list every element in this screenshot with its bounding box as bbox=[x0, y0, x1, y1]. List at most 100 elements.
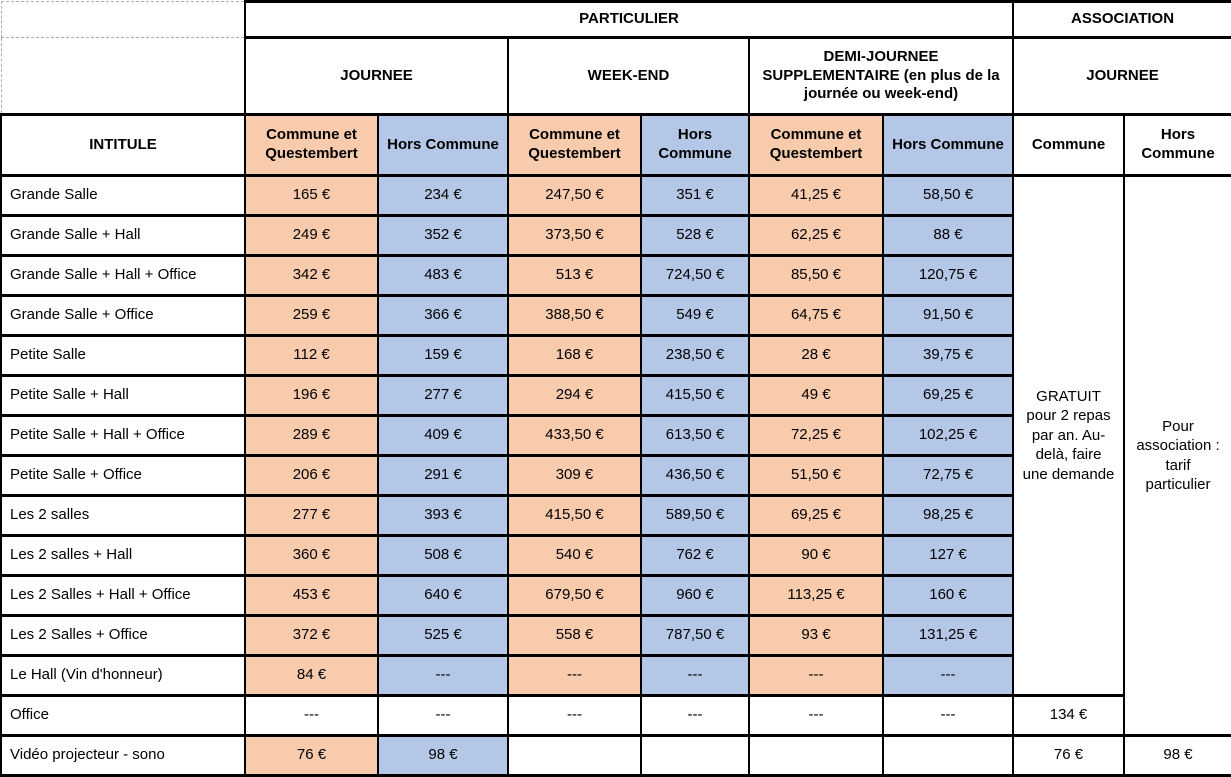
price-cell: --- bbox=[507, 694, 642, 737]
price-cell: 640 € bbox=[377, 574, 509, 617]
association-hors-commune-note: Pour association : tarif particulier bbox=[1123, 174, 1231, 737]
price-cell: 28 € bbox=[748, 334, 884, 377]
price-cell: 127 € bbox=[881, 534, 1015, 577]
price-cell: 76 € bbox=[244, 734, 379, 777]
price-cell: 93 € bbox=[748, 614, 884, 657]
price-cell: --- bbox=[881, 694, 1015, 737]
price-cell: 393 € bbox=[377, 494, 509, 537]
price-cell: 41,25 € bbox=[748, 174, 884, 217]
table-row: Petite Salle 112 € 159 € 168 € 238,50 € … bbox=[0, 334, 1231, 377]
header-intitule: INTITULE bbox=[0, 113, 246, 177]
price-cell: 90 € bbox=[748, 534, 884, 577]
price-cell: 113,25 € bbox=[748, 574, 884, 617]
row-label: Grande Salle + Hall + Office bbox=[0, 254, 246, 297]
price-cell: 112 € bbox=[244, 334, 379, 377]
price-cell: --- bbox=[377, 694, 509, 737]
row-label: Les 2 Salles + Office bbox=[0, 614, 246, 657]
row-label: Petite Salle bbox=[0, 334, 246, 377]
row-label: Vidéo projecteur - sono bbox=[0, 734, 246, 777]
price-cell: 91,50 € bbox=[881, 294, 1015, 337]
price-cell: 351 € bbox=[640, 174, 750, 217]
price-cell: 49 € bbox=[748, 374, 884, 417]
row-label: Grande Salle + Office bbox=[0, 294, 246, 337]
price-cell: 291 € bbox=[377, 454, 509, 497]
price-cell: --- bbox=[507, 654, 642, 697]
header-weekend: WEEK-END bbox=[507, 36, 750, 116]
price-cell: 508 € bbox=[377, 534, 509, 577]
header-journee: JOURNEE bbox=[244, 36, 509, 116]
row-label: Petite Salle + Office bbox=[0, 454, 246, 497]
price-cell bbox=[748, 734, 884, 777]
table-row: Les 2 Salles + Hall + Office 453 € 640 €… bbox=[0, 574, 1231, 617]
price-cell: 453 € bbox=[244, 574, 379, 617]
price-cell: 525 € bbox=[377, 614, 509, 657]
association-video-hors-commune-price: 98 € bbox=[1123, 734, 1231, 777]
price-cell: 196 € bbox=[244, 374, 379, 417]
price-cell: 762 € bbox=[640, 534, 750, 577]
header-demi-hors-commune: Hors Commune bbox=[881, 113, 1015, 177]
row-label: Grande Salle bbox=[0, 174, 246, 217]
price-cell: 131,25 € bbox=[881, 614, 1015, 657]
table-row: Office --- --- --- --- --- --- 134 € bbox=[0, 694, 1231, 737]
price-cell: 483 € bbox=[377, 254, 509, 297]
empty-gridline-cell-bottom bbox=[0, 37, 246, 115]
price-cell: 277 € bbox=[377, 374, 509, 417]
association-video-commune-price: 76 € bbox=[1012, 734, 1126, 777]
price-cell: 960 € bbox=[640, 574, 750, 617]
table-row: Petite Salle + Hall 196 € 277 € 294 € 41… bbox=[0, 374, 1231, 417]
price-cell: 159 € bbox=[377, 334, 509, 377]
table-row: Vidéo projecteur - sono 76 € 98 € 76 € 9… bbox=[0, 734, 1231, 777]
price-cell: --- bbox=[640, 654, 750, 697]
price-cell: 58,50 € bbox=[881, 174, 1015, 217]
price-cell: 558 € bbox=[507, 614, 642, 657]
table-row: Grande Salle + Hall 249 € 352 € 373,50 €… bbox=[0, 214, 1231, 257]
header-journee-hors-commune: Hors Commune bbox=[377, 113, 509, 177]
price-cell: 724,50 € bbox=[640, 254, 750, 297]
header-particulier: PARTICULIER bbox=[243, 0, 1015, 39]
table-row: Grande Salle + Office 259 € 366 € 388,50… bbox=[0, 294, 1231, 337]
price-cell: 84 € bbox=[244, 654, 379, 697]
header-demi-journee: DEMI-JOURNEE SUPPLEMENTAIRE (en plus de … bbox=[747, 36, 1015, 116]
price-cell: 247,50 € bbox=[507, 174, 642, 217]
price-cell: 51,50 € bbox=[748, 454, 884, 497]
price-cell: --- bbox=[881, 654, 1015, 697]
header-weekend-commune-questembert: Commune et Questembert bbox=[507, 113, 642, 177]
price-cell: 309 € bbox=[507, 454, 642, 497]
price-cell: 69,25 € bbox=[881, 374, 1015, 417]
price-cell: 289 € bbox=[244, 414, 379, 457]
price-cell: 277 € bbox=[244, 494, 379, 537]
price-cell: 372 € bbox=[244, 614, 379, 657]
price-cell: 613,50 € bbox=[640, 414, 750, 457]
header-association-journee: JOURNEE bbox=[1012, 36, 1231, 116]
price-cell: 294 € bbox=[507, 374, 642, 417]
association-office-commune-price: 134 € bbox=[1012, 694, 1126, 737]
price-cell: 88 € bbox=[881, 214, 1015, 257]
price-cell: 513 € bbox=[507, 254, 642, 297]
price-cell bbox=[507, 734, 642, 777]
table-row: Grande Salle + Hall + Office 342 € 483 €… bbox=[0, 254, 1231, 297]
price-cell: 85,50 € bbox=[748, 254, 884, 297]
price-cell: 415,50 € bbox=[507, 494, 642, 537]
price-cell: --- bbox=[377, 654, 509, 697]
price-cell: 234 € bbox=[377, 174, 509, 217]
header-row-category: PARTICULIER ASSOCIATION bbox=[0, 0, 1231, 39]
row-label: Le Hall (Vin d'honneur) bbox=[0, 654, 246, 697]
table-row: Petite Salle + Office 206 € 291 € 309 € … bbox=[0, 454, 1231, 497]
price-cell: 72,25 € bbox=[748, 414, 884, 457]
row-label: Les 2 Salles + Hall + Office bbox=[0, 574, 246, 617]
table-row: Petite Salle + Hall + Office 289 € 409 €… bbox=[0, 414, 1231, 457]
price-cell: 436,50 € bbox=[640, 454, 750, 497]
table-row: Les 2 salles + Hall 360 € 508 € 540 € 76… bbox=[0, 534, 1231, 577]
price-cell: 165 € bbox=[244, 174, 379, 217]
price-cell bbox=[640, 734, 750, 777]
row-label: Petite Salle + Hall bbox=[0, 374, 246, 417]
price-cell: 360 € bbox=[244, 534, 379, 577]
price-cell: 433,50 € bbox=[507, 414, 642, 457]
price-cell: 69,25 € bbox=[748, 494, 884, 537]
association-commune-note: GRATUIT pour 2 repas par an. Au-delà, fa… bbox=[1012, 174, 1126, 697]
price-cell: 589,50 € bbox=[640, 494, 750, 537]
price-cell: --- bbox=[748, 694, 884, 737]
price-cell: 679,50 € bbox=[507, 574, 642, 617]
row-label: Les 2 salles bbox=[0, 494, 246, 537]
price-cell: 120,75 € bbox=[881, 254, 1015, 297]
